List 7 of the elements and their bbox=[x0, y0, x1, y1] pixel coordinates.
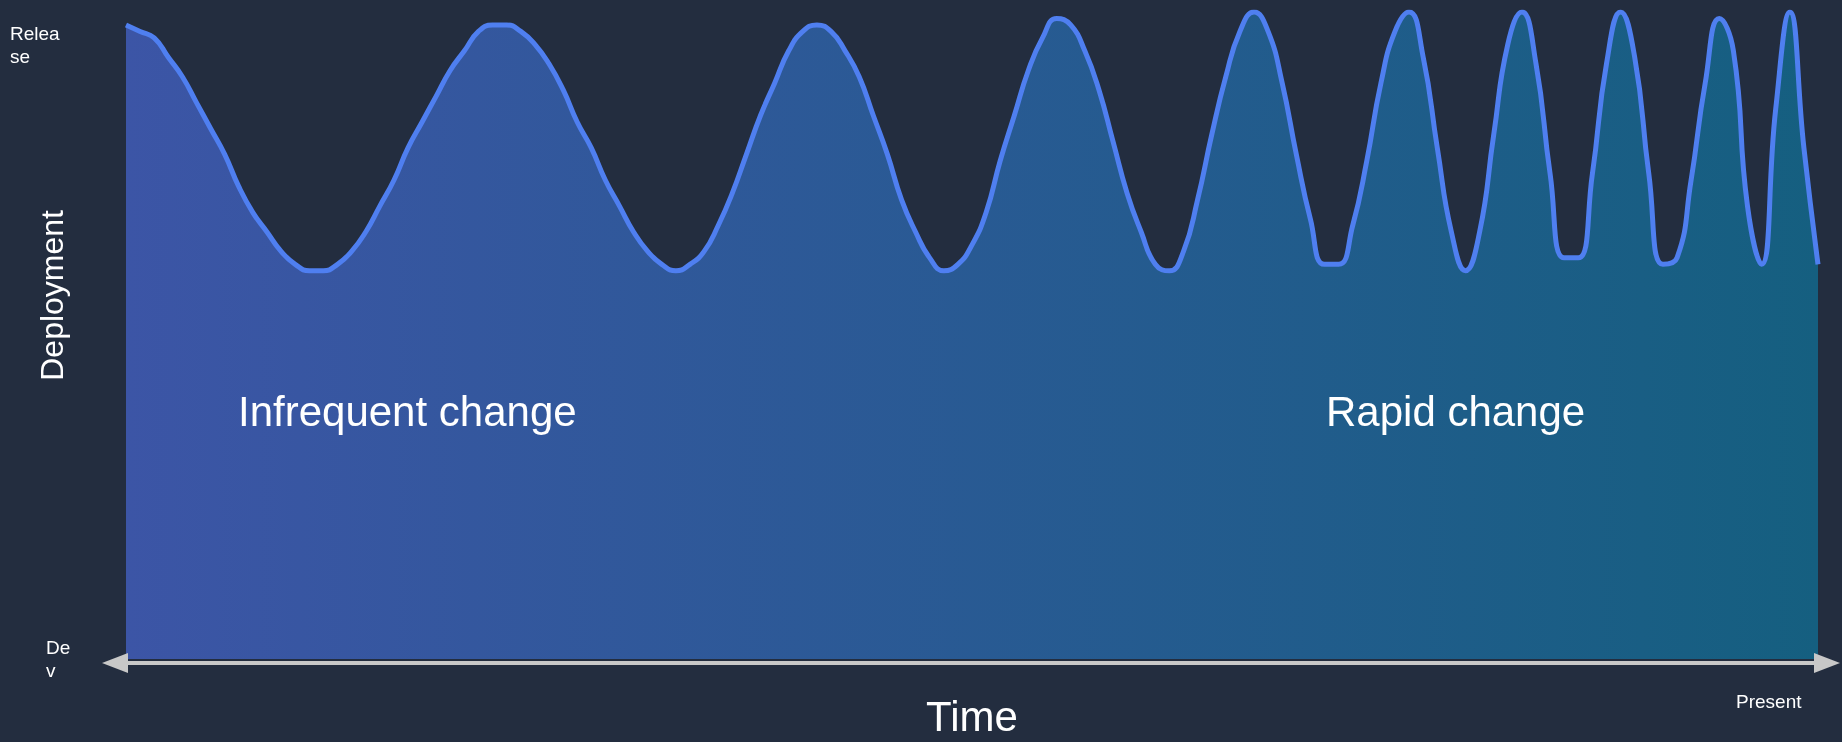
annotation: Rapid change bbox=[1326, 387, 1586, 435]
y-axis-title: Deployment bbox=[34, 209, 70, 381]
text: Dev bbox=[46, 637, 71, 681]
annotation: Infrequent change bbox=[238, 387, 577, 435]
x-axis-title: Time bbox=[926, 692, 1018, 740]
text: Present bbox=[1736, 691, 1803, 712]
text: Release bbox=[10, 23, 61, 67]
